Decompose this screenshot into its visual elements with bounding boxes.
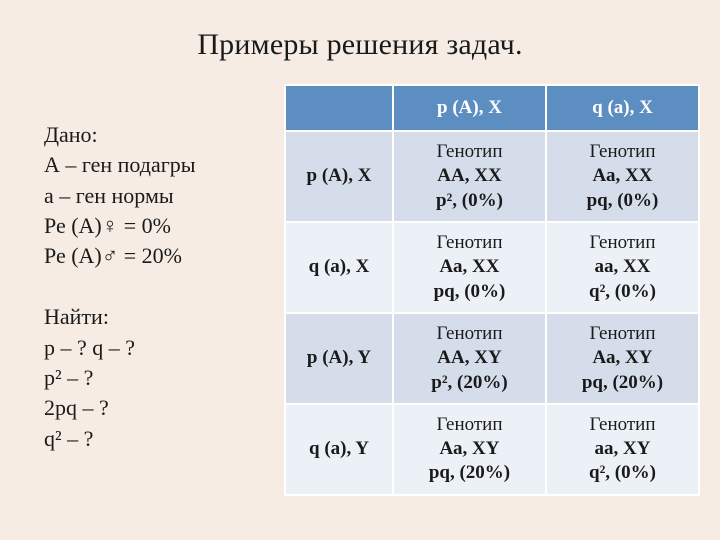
cell: Генотип АА, XX p², (0%) [393, 131, 546, 222]
content-row: Дано: А – ген подагры а – ген нормы Ре (… [0, 84, 720, 496]
cell-freq: pq, (0%) [404, 280, 535, 304]
cell-genotype: Аа, XX [404, 255, 535, 279]
cell-genotype: Аа, XY [404, 437, 535, 461]
row-header: q (a), Y [285, 404, 393, 495]
punnett-table: p (A), X q (a), X p (A), X Генотип АА, X… [284, 84, 700, 496]
blank-line [44, 272, 260, 302]
find-line: 2pq – ? [44, 393, 260, 423]
find-line: p – ? q – ? [44, 333, 260, 363]
given-block: Дано: А – ген подагры а – ген нормы Ре (… [44, 84, 260, 496]
cell: Генотип Аа, XY pq, (20%) [393, 404, 546, 495]
cell-genotype: АА, XY [404, 346, 535, 370]
given-line: Ре (А)♀ = 0% [44, 211, 260, 241]
find-line: p² – ? [44, 363, 260, 393]
given-line: Ре (А)♂ = 20% [44, 241, 260, 271]
cell-freq: pq, (20%) [404, 461, 535, 485]
slide-title: Примеры решения задач. [0, 28, 720, 62]
cell: Генотип аа, XY q², (0%) [546, 404, 699, 495]
cell: Генотип АА, XY p², (20%) [393, 313, 546, 404]
cell: Генотип Аа, XX pq, (0%) [546, 131, 699, 222]
row-header: p (A), X [285, 131, 393, 222]
cell-genotype: Аа, XY [557, 346, 688, 370]
given-label: Дано: [44, 120, 260, 150]
find-line: q² – ? [44, 424, 260, 454]
cell-genotype-label: Генотип [404, 413, 535, 437]
cell-genotype-label: Генотип [557, 231, 688, 255]
table-corner [285, 85, 393, 131]
cell-freq: pq, (0%) [557, 189, 688, 213]
cell-freq: q², (0%) [557, 280, 688, 304]
given-line: а – ген нормы [44, 181, 260, 211]
cell-freq: p², (20%) [404, 371, 535, 395]
cell-genotype-label: Генотип [404, 322, 535, 346]
slide-root: Примеры решения задач. Дано: А – ген под… [0, 0, 720, 540]
cell-genotype-label: Генотип [404, 231, 535, 255]
cell: Генотип аа, XX q², (0%) [546, 222, 699, 313]
cell-genotype-label: Генотип [557, 413, 688, 437]
cell-genotype: аа, XY [557, 437, 688, 461]
cell-genotype: Аа, XX [557, 164, 688, 188]
row-header: q (a), X [285, 222, 393, 313]
cell: Генотип Аа, XX pq, (0%) [393, 222, 546, 313]
table-row: p (A), Y Генотип АА, XY p², (20%) Геноти… [285, 313, 699, 404]
table-head-row: p (A), X q (a), X [285, 85, 699, 131]
cell-freq: p², (0%) [404, 189, 535, 213]
cell-freq: pq, (20%) [557, 371, 688, 395]
table-row: q (a), X Генотип Аа, XX pq, (0%) Генотип… [285, 222, 699, 313]
cell-genotype: аа, XX [557, 255, 688, 279]
table-row: p (A), X Генотип АА, XX p², (0%) Генотип… [285, 131, 699, 222]
cell-genotype-label: Генотип [557, 322, 688, 346]
table-row: q (a), Y Генотип Аа, XY pq, (20%) Геноти… [285, 404, 699, 495]
cell-genotype-label: Генотип [404, 140, 535, 164]
find-label: Найти: [44, 302, 260, 332]
col-header: p (A), X [393, 85, 546, 131]
cell-genotype: АА, XX [404, 164, 535, 188]
cell-freq: q², (0%) [557, 461, 688, 485]
cell-genotype-label: Генотип [557, 140, 688, 164]
row-header: p (A), Y [285, 313, 393, 404]
given-line: А – ген подагры [44, 150, 260, 180]
col-header: q (a), X [546, 85, 699, 131]
cell: Генотип Аа, XY pq, (20%) [546, 313, 699, 404]
